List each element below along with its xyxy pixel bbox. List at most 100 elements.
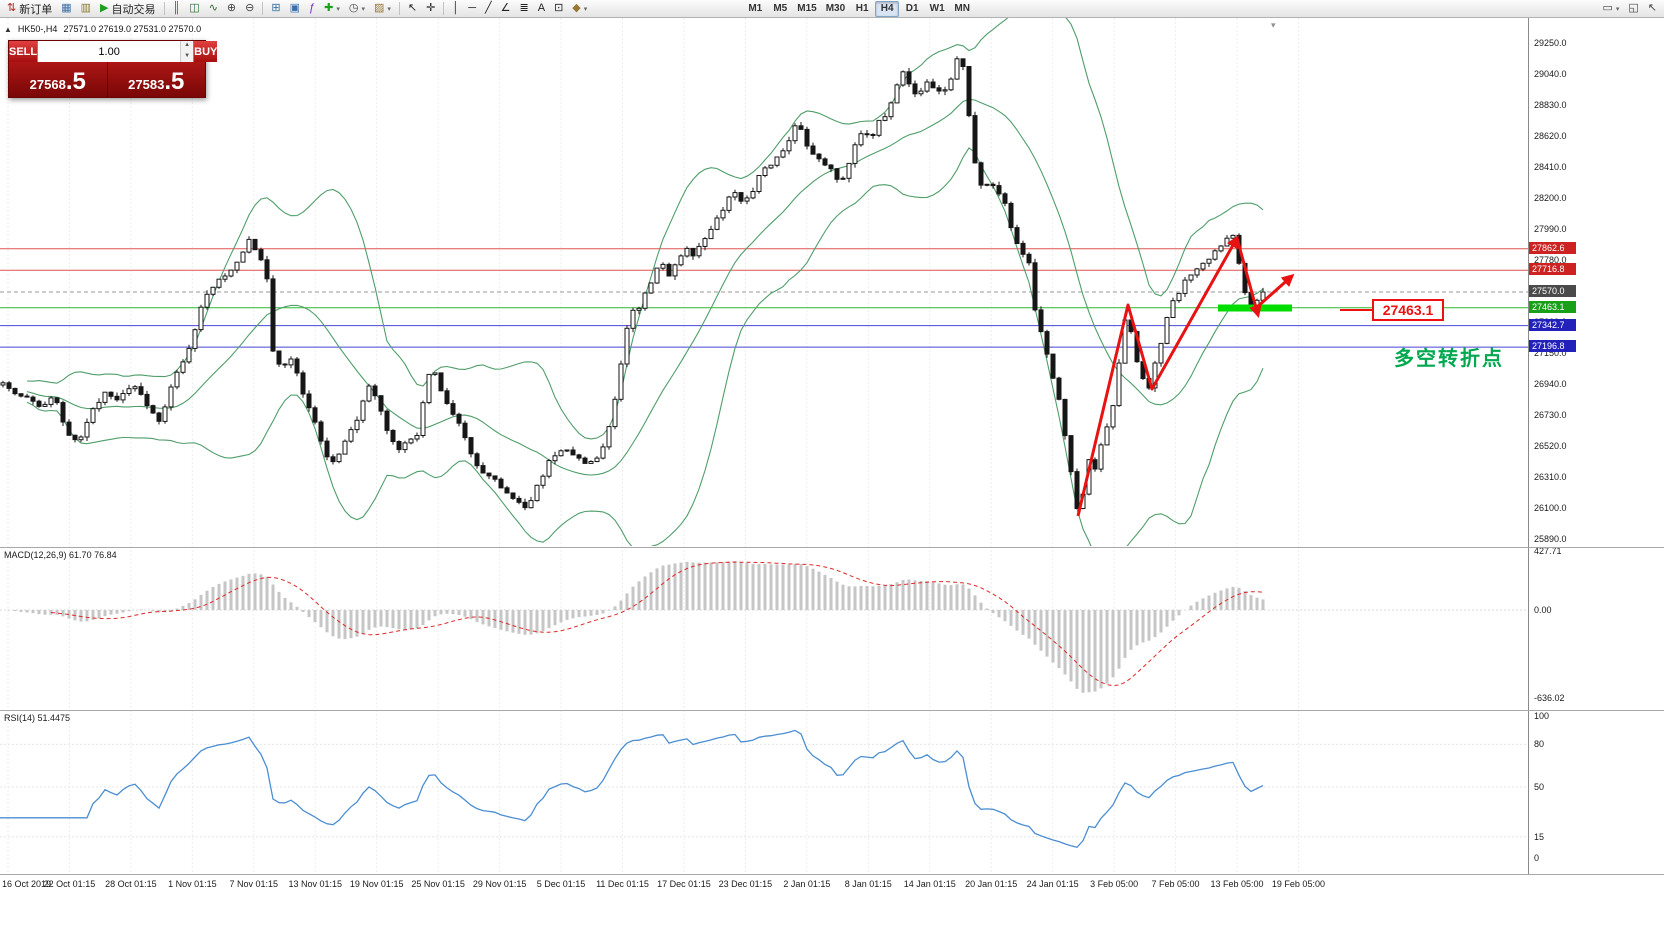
price-flag-annotation[interactable]: 27463.1 bbox=[1372, 299, 1444, 321]
price-axis-label: 27150.0 bbox=[1534, 348, 1567, 358]
toolbar-right-group: ▭ ▾ ◱ ↖ bbox=[1598, 0, 1661, 18]
time-axis-label: 7 Feb 05:00 bbox=[1151, 879, 1200, 889]
dropdown-caret-icon: ▾ bbox=[387, 5, 391, 13]
indicators-list-button[interactable]: ƒ bbox=[305, 1, 319, 17]
auto-arrange-button[interactable]: ▣ bbox=[286, 1, 304, 17]
auto-trading-button[interactable]: ▶ 自动交易 bbox=[96, 1, 159, 17]
candles-layer bbox=[0, 56, 1266, 511]
sell-price[interactable]: 27568 .5 bbox=[9, 62, 108, 97]
text-label-button[interactable]: ⊡ bbox=[550, 1, 567, 17]
price-axis[interactable]: 29250.0 29040.0 28830.0 28620.0 28410.0 28200… bbox=[1529, 18, 1664, 874]
vertical-line-icon: │ bbox=[452, 2, 460, 14]
tile-windows-icon: ⊞ bbox=[271, 2, 281, 14]
zoom-out-icon: ⊖ bbox=[245, 2, 255, 14]
timeframe-w1-button[interactable]: W1 bbox=[929, 2, 945, 14]
buy-price-fraction: .5 bbox=[164, 68, 185, 95]
price-axis-label: 28410.0 bbox=[1534, 162, 1567, 172]
buy-button[interactable]: BUY bbox=[194, 41, 218, 62]
zoom-out-button[interactable]: ⊖ bbox=[241, 1, 258, 17]
macd-scale-label: 0.00 bbox=[1534, 605, 1552, 615]
rsi-panel-separator[interactable] bbox=[0, 710, 1664, 711]
price-axis-label: 29040.0 bbox=[1534, 69, 1567, 79]
crosshair-button[interactable]: ✛ bbox=[422, 1, 439, 17]
text-button[interactable]: A bbox=[534, 1, 549, 17]
volume-down-icon[interactable]: ▼ bbox=[181, 51, 194, 62]
time-axis-label: 8 Jan 01:15 bbox=[844, 879, 892, 889]
rsi-name: RSI(14) bbox=[4, 713, 36, 723]
time-axis[interactable]: 16 Oct 2019 22 Oct 01:15 28 Oct 01:15 1 Nov… bbox=[0, 875, 1664, 897]
price-axis-label: 28200.0 bbox=[1534, 193, 1567, 203]
vertical-line-button[interactable]: │ bbox=[448, 1, 463, 17]
new-chart-button[interactable]: ▭ ▾ bbox=[1598, 1, 1623, 17]
trade-panel-toggle-icon[interactable]: ▲ bbox=[4, 24, 12, 34]
timeframe-m30-button[interactable]: M30 bbox=[825, 2, 846, 14]
docking-button[interactable]: ◱ bbox=[1624, 1, 1642, 17]
timeframe-m5-button[interactable]: M5 bbox=[773, 2, 788, 14]
horizontal-line-button[interactable]: ─ bbox=[464, 1, 480, 17]
time-axis-label: 20 Jan 01:15 bbox=[965, 879, 1018, 889]
volume-input[interactable] bbox=[38, 41, 181, 62]
trendline-button[interactable]: ╱ bbox=[481, 1, 496, 17]
toolbar-left-group: ⇅ 新订单 ▦ ▥ ▶ 自动交易 ║ ◫ ∿ ⊕ ⊖ ⊞ ▣ ƒ ✚ ▾ ◷ ▾ ▨ ▾ ↖ ✛ │ ─ ╱ ∠ ≣ A ⊡ ◆ ▾ bbox=[3, 0, 591, 18]
price-axis-label: 25890.0 bbox=[1534, 534, 1567, 544]
fibonacci-button[interactable]: ≣ bbox=[516, 1, 533, 17]
cursor-button[interactable]: ↖ bbox=[404, 1, 421, 17]
volume-up-icon[interactable]: ▲ bbox=[181, 41, 194, 52]
timeframe-h4-button[interactable]: H4 bbox=[875, 0, 900, 17]
arrows-icon: ◆ bbox=[572, 2, 581, 14]
chart-window-button[interactable]: ▦ bbox=[57, 1, 75, 17]
current-price-tag: 27570.0 bbox=[1529, 285, 1576, 297]
sell-price-main: 27568 bbox=[29, 77, 66, 92]
tile-windows-button[interactable]: ⊞ bbox=[267, 1, 284, 17]
macd-panel-separator[interactable] bbox=[0, 547, 1664, 548]
dropdown-caret-icon: ▾ bbox=[336, 5, 340, 13]
auto-trading-button-label: 自动交易 bbox=[111, 3, 156, 16]
chart-shift-icon[interactable]: ▾ bbox=[1271, 20, 1276, 30]
pointer-mode-button[interactable]: ↖ bbox=[1644, 1, 1661, 17]
periods-button[interactable]: ◷ ▾ bbox=[345, 1, 369, 17]
time-axis-label: 11 Dec 01:15 bbox=[596, 879, 649, 889]
zoom-in-button[interactable]: ⊕ bbox=[223, 1, 240, 17]
new-order-button[interactable]: ⇅ 新订单 bbox=[3, 1, 56, 17]
time-axis-label: 16 Oct 2019 bbox=[2, 879, 52, 889]
templates-button[interactable]: ▨ ▾ bbox=[370, 1, 395, 17]
text-label-icon: ⊡ bbox=[554, 2, 564, 14]
price-flag-pointer bbox=[1340, 309, 1374, 311]
turning-point-annotation[interactable]: 多空转折点 bbox=[1394, 348, 1504, 370]
timeframe-d1-button[interactable]: D1 bbox=[905, 2, 919, 14]
timeframe-m1-button[interactable]: M1 bbox=[748, 2, 763, 14]
price-axis-border bbox=[1528, 18, 1529, 874]
arrows-button[interactable]: ◆ ▾ bbox=[568, 1, 591, 17]
horizontal-line-icon: ─ bbox=[468, 2, 476, 14]
docking-icon: ◱ bbox=[1628, 2, 1639, 14]
price-chart-canvas[interactable] bbox=[0, 18, 1528, 874]
time-axis-label: 23 Dec 01:15 bbox=[718, 879, 773, 889]
annotation-layer[interactable] bbox=[1076, 235, 1295, 517]
price-axis-label: 27990.0 bbox=[1534, 224, 1567, 234]
time-axis-separator bbox=[0, 874, 1664, 875]
buy-price[interactable]: 27583 .5 bbox=[108, 62, 206, 97]
sell-button[interactable]: SELL bbox=[9, 41, 38, 62]
timeframe-mn-button[interactable]: MN bbox=[954, 2, 970, 14]
symbol-info: ▲ HK50-,H4 27571.0 27619.0 27531.0 27570… bbox=[4, 24, 201, 34]
auto-arrange-icon: ▣ bbox=[289, 2, 300, 14]
profiles-button[interactable]: ▥ bbox=[77, 1, 95, 17]
candlestick-chart-button[interactable]: ◫ bbox=[185, 1, 203, 17]
level-price-tag: 27196.8 bbox=[1529, 340, 1576, 352]
timeframe-m15-button[interactable]: M15 bbox=[797, 2, 817, 14]
time-axis-label: 17 Dec 01:15 bbox=[657, 879, 711, 889]
add-indicator-button[interactable]: ✚ ▾ bbox=[320, 1, 344, 17]
macd-scale-label: -636.02 bbox=[1534, 693, 1565, 703]
chart-window-icon: ▦ bbox=[61, 2, 72, 14]
buy-price-main: 27583 bbox=[128, 77, 165, 92]
price-axis-label: 26100.0 bbox=[1534, 503, 1567, 513]
equidistant-channel-button[interactable]: ∠ bbox=[497, 1, 515, 17]
line-chart-button[interactable]: ∿ bbox=[205, 1, 222, 17]
level-price-tag: 27716.8 bbox=[1529, 263, 1576, 275]
macd-name: MACD(12,26,9) bbox=[4, 550, 67, 560]
price-axis-label: 28620.0 bbox=[1534, 131, 1567, 141]
grid-layer bbox=[7, 18, 1299, 874]
bar-chart-button[interactable]: ║ bbox=[169, 1, 185, 17]
timeframe-h1-button[interactable]: H1 bbox=[855, 2, 869, 14]
time-axis-label: 22 Oct 01:15 bbox=[43, 879, 96, 889]
